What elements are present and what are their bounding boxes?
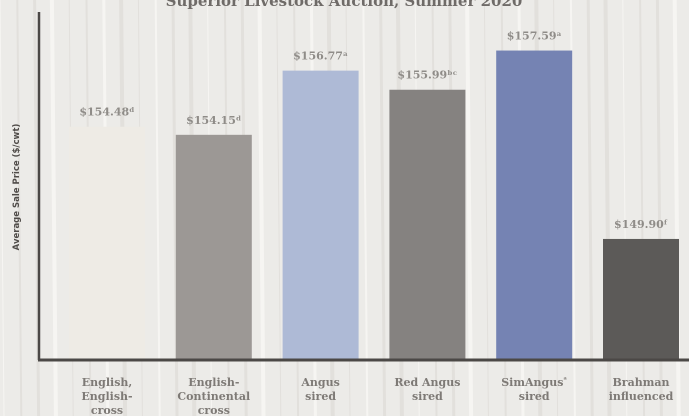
bar-data-label: $157.59ᵃ xyxy=(507,30,562,43)
category-label: sired xyxy=(412,390,443,403)
category-label: cross xyxy=(198,404,230,416)
category-label: cross xyxy=(91,404,123,416)
bar-data-label: $149.90ᶠ xyxy=(614,218,668,231)
category-label: sired xyxy=(519,390,550,403)
category-label: Angus xyxy=(300,376,339,389)
background-grain xyxy=(0,0,5,416)
background-grain xyxy=(483,0,489,416)
bar xyxy=(175,134,252,359)
category-label: sired xyxy=(305,390,336,403)
background-grain xyxy=(379,0,387,416)
bar-data-label: $154.48ᵈ xyxy=(79,106,134,119)
background-grain xyxy=(154,0,161,416)
bar xyxy=(603,238,679,359)
background-grain xyxy=(586,0,594,416)
category-label: Red Angus xyxy=(394,376,460,389)
category-label: English, xyxy=(82,376,132,389)
y-axis-label: Average Sale Price ($/cwt) xyxy=(12,124,22,251)
category-label: Brahman xyxy=(613,376,670,389)
bar-data-label: $156.77ᵃ xyxy=(293,50,348,63)
chart-title: Superior Livestock Auction, Summer 2020 xyxy=(166,0,523,10)
bar-data-label: $155.99ᵇᶜ xyxy=(397,69,457,82)
background-grain xyxy=(362,0,369,416)
category-label: Continental xyxy=(177,390,250,403)
background-grain xyxy=(16,0,23,416)
category-label: English- xyxy=(188,376,239,389)
bar-data-label: $154.15ᵈ xyxy=(186,114,241,127)
background-grain xyxy=(49,0,58,416)
bar xyxy=(389,89,466,360)
bar xyxy=(282,70,359,359)
category-label: SimAngusᵃ xyxy=(501,374,567,389)
background-grain xyxy=(257,0,266,416)
background-grain xyxy=(465,0,474,416)
category-label: English- xyxy=(81,390,132,403)
background-grain xyxy=(276,0,282,416)
bar xyxy=(496,50,573,360)
bar xyxy=(69,126,145,360)
category-label: influenced xyxy=(609,390,674,403)
